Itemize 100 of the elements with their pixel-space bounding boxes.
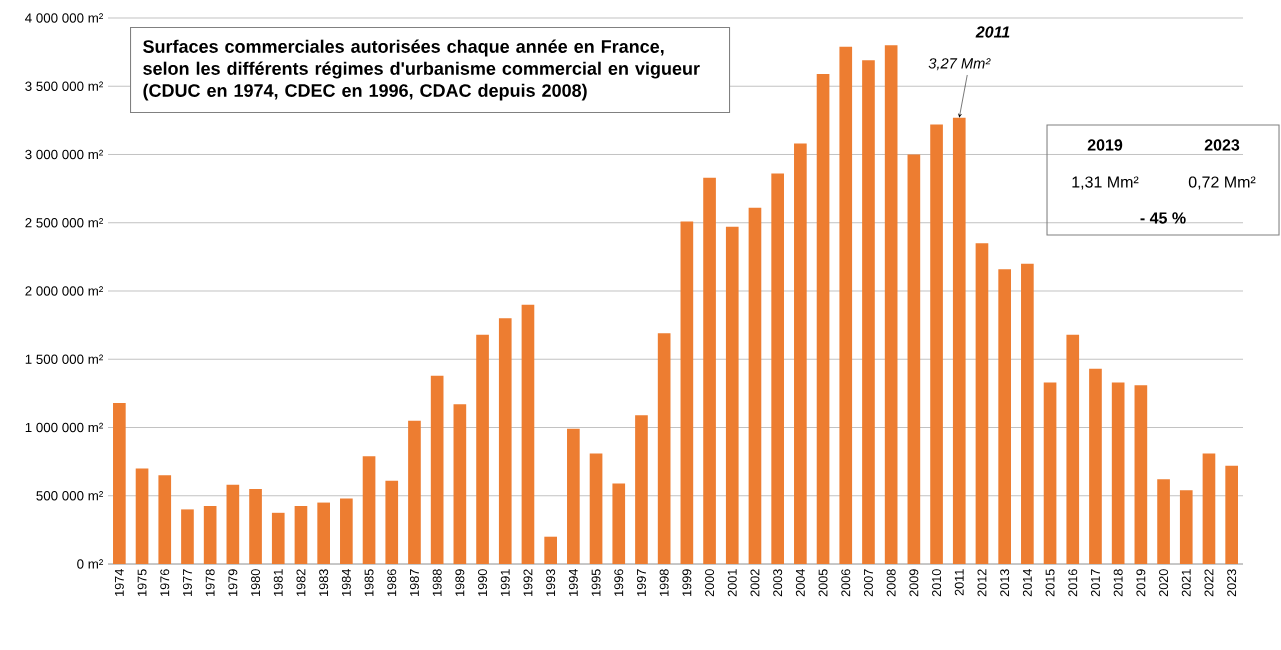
x-tick-label: 2008: [886, 569, 896, 597]
x-tick-label: 1979: [228, 569, 238, 596]
x-tick-label: 1996: [614, 569, 624, 596]
x-tick-label: 1983: [319, 569, 329, 596]
bar: [657, 333, 671, 564]
bar: [181, 509, 194, 564]
x-tick-label: 1975: [137, 569, 147, 596]
bar: [317, 502, 330, 564]
x-tick-label: 1988: [432, 569, 442, 596]
x-tick-label: 2003: [773, 569, 783, 597]
x-tick-label: 2019: [1136, 569, 1146, 597]
bar: [135, 468, 149, 564]
bar: [816, 73, 830, 564]
x-tick-label: 1977: [182, 569, 192, 596]
bar: [226, 484, 240, 564]
x-tick-label: 1998: [659, 569, 669, 596]
x-tick-label: 1989: [455, 569, 465, 596]
bar: [862, 60, 875, 564]
bar: [748, 207, 762, 564]
bar: [430, 375, 444, 564]
bar: [975, 243, 989, 564]
x-tick-label: 1974: [114, 569, 124, 596]
annotation: 0,72 Mm²: [1188, 176, 1256, 190]
annotation: 2011: [975, 26, 1010, 38]
bar: [249, 488, 262, 564]
bar: [1021, 263, 1034, 564]
bar: [907, 154, 921, 564]
x-tick-label: 1991: [500, 569, 510, 596]
y-tick-label: 3 500 000 m²: [25, 81, 104, 91]
y-tick-label: 1 500 000 m²: [25, 354, 104, 364]
x-tick-label: 1978: [205, 569, 215, 596]
x-tick-label: 1986: [387, 569, 397, 596]
bar: [1111, 382, 1125, 564]
x-tick-label: 2005: [818, 569, 828, 597]
annotation: - 45 %: [1140, 212, 1186, 224]
x-tick-label: 1995: [591, 569, 601, 596]
x-tick-label: 2017: [1090, 569, 1100, 597]
x-tick-label: 2012: [977, 569, 987, 597]
bar: [794, 143, 807, 564]
x-tick-label: 1981: [273, 569, 283, 596]
annotation: 2019: [1087, 139, 1123, 151]
bar: [567, 428, 580, 564]
bar: [884, 45, 898, 564]
x-tick-label: 1990: [478, 569, 488, 596]
bar: [340, 498, 353, 564]
x-tick-label: 2021: [1181, 569, 1191, 597]
y-tick-label: 2 000 000 m²: [25, 286, 104, 296]
bar: [1202, 453, 1216, 564]
x-tick-label: 1993: [546, 569, 556, 596]
x-tick-label: 2018: [1113, 569, 1123, 597]
bar: [476, 334, 489, 564]
x-tick-label: 1997: [636, 569, 646, 596]
bar: [544, 536, 557, 564]
y-tick-label: 3 000 000 m²: [25, 149, 104, 160]
bar: [771, 173, 784, 564]
bar: [158, 475, 172, 564]
bar: [839, 46, 853, 564]
x-tick-label: 1994: [568, 569, 578, 596]
x-tick-label: 1980: [251, 569, 261, 596]
x-tick-label: 1984: [341, 569, 351, 596]
bar: [1043, 382, 1057, 564]
bar: [998, 269, 1011, 564]
bar: [385, 480, 399, 564]
annotation: 3,27 Mm²: [928, 58, 991, 71]
bar: [294, 505, 308, 564]
x-tick-label: 2014: [1022, 569, 1032, 597]
y-tick-label: 0 m²: [77, 559, 104, 569]
bar: [1157, 479, 1170, 564]
x-tick-label: 1985: [364, 569, 374, 596]
x-tick-label: 1992: [523, 569, 533, 596]
x-tick-label: 2013: [1000, 569, 1010, 597]
bar: [453, 404, 467, 564]
bar: [612, 483, 626, 564]
x-tick-label: 1999: [682, 569, 692, 596]
x-tick-label: 2010: [932, 569, 942, 597]
bar: [362, 456, 376, 564]
bar: [635, 415, 648, 564]
bar: [1134, 385, 1148, 564]
y-tick-label: 2 500 000 m²: [25, 218, 104, 228]
bar: [521, 304, 535, 564]
x-tick-label: 2000: [705, 569, 715, 597]
bar: [703, 177, 716, 564]
bar: [1225, 465, 1238, 564]
x-tick-label: 2015: [1045, 569, 1055, 597]
x-tick-label: 2004: [795, 569, 805, 597]
x-tick-label: 2022: [1204, 569, 1214, 597]
bar: [589, 453, 603, 564]
bar: [203, 505, 217, 564]
bar: [113, 402, 126, 564]
bar: [725, 226, 739, 564]
x-tick-label: 2020: [1159, 569, 1169, 597]
x-tick-label: 1976: [160, 569, 170, 596]
x-tick-label: 2016: [1068, 569, 1078, 597]
bar: [680, 221, 694, 564]
annotation: 2023: [1204, 139, 1240, 151]
y-tick-label: 4 000 000 m²: [25, 13, 104, 23]
bar: [930, 124, 943, 564]
x-tick-label: 2009: [909, 569, 919, 597]
bar: [1066, 334, 1080, 564]
x-tick-label: 2023: [1227, 569, 1237, 597]
